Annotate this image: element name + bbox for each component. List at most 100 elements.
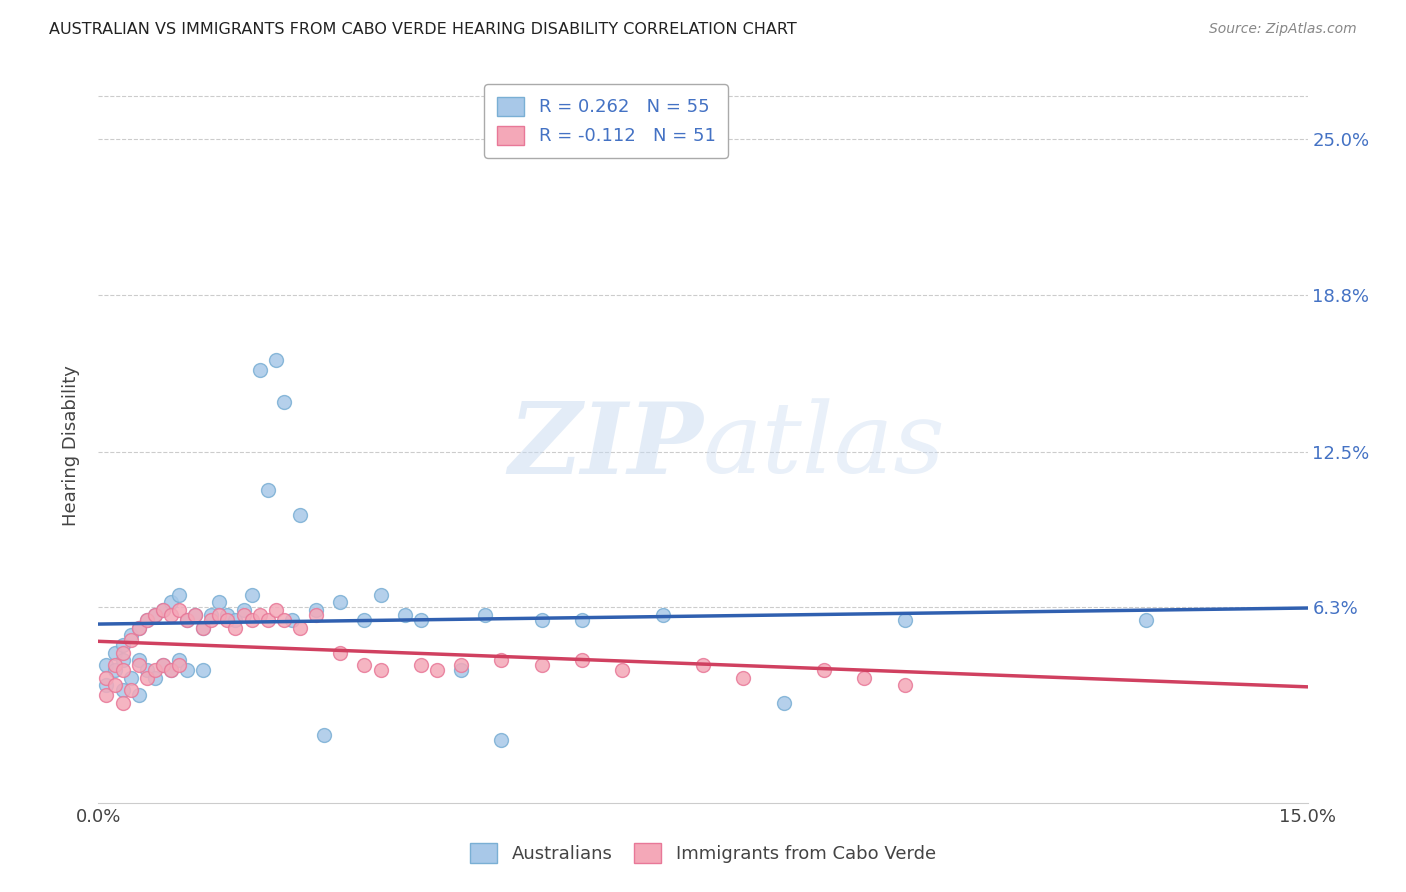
Point [143,671,166,685]
Point [103,646,125,660]
Point [314,728,336,742]
Point [111,696,134,710]
Point [128,658,150,673]
Point [256,483,278,497]
Point [571,613,593,627]
Point [853,671,876,685]
Point [224,613,246,627]
Text: Source: ZipAtlas.com: Source: ZipAtlas.com [1209,22,1357,37]
Point [160,607,183,622]
Point [152,658,174,673]
Point [273,395,295,409]
Point [176,613,198,627]
Point [152,658,174,673]
Point [128,688,150,702]
Point [530,658,553,673]
Point [329,646,352,660]
Point [193,663,215,677]
Point [167,658,190,673]
Point [160,663,183,677]
Point [96,678,118,692]
Point [111,683,134,698]
Point [160,595,183,609]
Point [200,613,222,627]
Point [96,658,118,673]
Point [409,658,432,673]
Point [152,603,174,617]
Point [160,663,183,677]
Point [167,588,190,602]
Point [184,607,207,622]
Text: atlas: atlas [703,399,946,493]
Point [184,607,207,622]
Point [329,595,352,609]
Point [256,613,278,627]
Point [167,603,190,617]
Point [370,588,392,602]
Point [103,678,125,692]
Point [217,613,239,627]
Point [96,671,118,685]
Point [474,607,496,622]
Point [111,663,134,677]
Point [200,607,222,622]
Point [612,663,634,677]
Point [193,621,215,635]
Point [143,663,166,677]
Point [120,628,142,642]
Point [208,595,231,609]
Point [103,658,125,673]
Point [143,607,166,622]
Point [167,653,190,667]
Point [264,603,287,617]
Point [128,653,150,667]
Point [143,607,166,622]
Text: ZIP: ZIP [508,398,703,494]
Point [240,613,263,627]
Point [530,613,553,627]
Point [135,663,157,677]
Point [273,613,295,627]
Point [394,607,416,622]
Point [281,613,304,627]
Point [96,688,118,702]
Point [409,613,432,627]
Point [208,607,231,622]
Point [111,638,134,652]
Point [305,607,328,622]
Point [288,508,311,522]
Point [128,621,150,635]
Point [491,733,513,747]
Point [120,683,142,698]
Point [264,352,287,367]
Point [426,663,449,677]
Point [176,663,198,677]
Point [692,658,714,673]
Point [135,671,157,685]
Point [772,696,794,710]
Legend: Australians, Immigrants from Cabo Verde: Australians, Immigrants from Cabo Verde [460,832,946,874]
Point [152,603,174,617]
Text: AUSTRALIAN VS IMMIGRANTS FROM CABO VERDE HEARING DISABILITY CORRELATION CHART: AUSTRALIAN VS IMMIGRANTS FROM CABO VERDE… [49,22,797,37]
Point [893,613,915,627]
Y-axis label: Hearing Disability: Hearing Disability [62,366,80,526]
Point [135,613,157,627]
Point [193,621,215,635]
Point [813,663,835,677]
Point [111,653,134,667]
Point [893,678,915,692]
Point [224,621,246,635]
Point [450,663,472,677]
Point [111,646,134,660]
Point [491,653,513,667]
Point [120,671,142,685]
Point [128,621,150,635]
Point [232,603,254,617]
Point [232,607,254,622]
Point [1135,613,1157,627]
Point [353,613,375,627]
Point [176,613,198,627]
Point [240,588,263,602]
Point [120,633,142,648]
Point [450,658,472,673]
